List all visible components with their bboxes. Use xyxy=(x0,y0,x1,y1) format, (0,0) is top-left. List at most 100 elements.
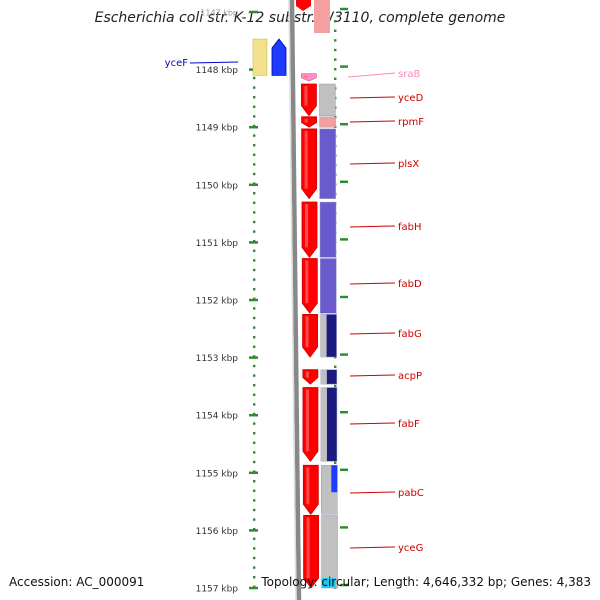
gene-highlight xyxy=(305,260,309,304)
ruler-dot xyxy=(253,441,256,444)
ruler-dot xyxy=(253,336,256,339)
cog-bar-ycef xyxy=(252,38,268,76)
gene-label-yced[interactable]: yceD xyxy=(398,93,424,104)
gene-labels: sraB yceD rpmF plsX fabH fabD fabG acpP fabF pabC… xyxy=(165,58,425,554)
gene-leader-line xyxy=(347,72,396,78)
gene-label-fabg[interactable]: fabG xyxy=(398,329,422,340)
ruler-dot xyxy=(334,384,337,388)
gene-label-fabd[interactable]: fabD xyxy=(398,279,422,290)
gene-label-plsx[interactable]: plsX xyxy=(398,159,419,170)
gene-arrow-srab[interactable] xyxy=(300,73,317,82)
accession-label: Accession: AC_000091 xyxy=(9,575,145,589)
ruler-dot xyxy=(334,29,337,32)
ruler-dot xyxy=(253,518,256,521)
ruler-dot xyxy=(253,115,256,118)
gene-arrow-plsx[interactable] xyxy=(301,128,318,200)
ruler-dot xyxy=(334,48,337,52)
ruler-dot xyxy=(253,163,256,166)
gene-leader-line xyxy=(189,61,239,64)
gene-label-fabh[interactable]: fabH xyxy=(398,222,422,233)
gene-leader-line xyxy=(349,422,396,425)
gene-label-rpmf[interactable]: rpmF xyxy=(398,117,424,128)
gene-label-yceg[interactable]: yceG xyxy=(398,543,423,554)
ruler-dot xyxy=(253,105,256,108)
gene-label-srab[interactable]: sraB xyxy=(398,69,420,80)
ruler-tick-label: 1152 kbp xyxy=(196,297,239,307)
gene-arrow-ycef[interactable] xyxy=(271,38,287,76)
gene-arrow-fabd[interactable] xyxy=(301,258,318,314)
gene-highlight xyxy=(305,371,309,378)
ruler-tick-label: 1157 kbp xyxy=(196,585,239,595)
ruler-dot xyxy=(334,68,337,71)
gene-arrow-fabg[interactable] xyxy=(302,313,318,358)
ruler-dot xyxy=(253,403,256,406)
ruler-dot xyxy=(253,499,256,502)
ruler-dot xyxy=(253,211,256,214)
gene-highlight xyxy=(305,316,309,348)
ruler-dot xyxy=(253,326,256,329)
ruler-dot xyxy=(253,268,256,272)
ruler-dot xyxy=(253,288,256,291)
ruler-dot xyxy=(253,201,256,204)
ruler-dot xyxy=(253,393,256,396)
ruler-dot xyxy=(253,86,256,89)
ruler-dot xyxy=(253,220,256,224)
ruler-dot xyxy=(253,547,256,550)
cog-bar-partial xyxy=(314,0,330,33)
gene-leader-line xyxy=(349,162,396,165)
gene-arrow-acpp[interactable] xyxy=(302,369,319,385)
ruler-tick-label: 1155 kbp xyxy=(196,469,239,479)
ruler-dot xyxy=(253,96,256,99)
gene-track xyxy=(252,0,338,589)
ruler-dot xyxy=(253,192,256,195)
gene-label-acpp[interactable]: acpP xyxy=(398,371,422,382)
gene-arrow-fabf[interactable] xyxy=(302,387,319,462)
ruler-dot xyxy=(253,460,256,464)
gene-arrow-pabc[interactable] xyxy=(302,464,319,515)
gene-highlight xyxy=(305,204,309,248)
ruler-dot xyxy=(253,144,256,147)
gene-leader-line xyxy=(349,120,396,123)
cog-bar-split xyxy=(320,387,327,462)
gene-highlight xyxy=(304,86,308,106)
gene-highlight xyxy=(304,118,308,123)
ruler-dot xyxy=(253,316,256,320)
ruler-dot xyxy=(253,384,256,387)
ruler-dot xyxy=(253,307,256,310)
cog-bar-yced xyxy=(319,83,336,116)
ruler-dot xyxy=(253,172,256,176)
cog-bar-fabh xyxy=(319,201,337,258)
gene-highlight xyxy=(306,467,310,505)
ruler-dot xyxy=(253,480,256,483)
ruler-tick-label: 1154 kbp xyxy=(196,412,239,422)
ruler-dot xyxy=(253,278,256,281)
ruler-tick-label: 1148 kbp xyxy=(196,66,239,76)
ruler-dot xyxy=(253,76,256,80)
ruler-dot xyxy=(334,58,337,61)
cog-bar-fabd xyxy=(320,258,337,314)
gene-label-fabf[interactable]: fabF xyxy=(398,419,420,430)
ruler-dot xyxy=(334,77,337,80)
gene-label-pabc[interactable]: pabC xyxy=(398,488,424,499)
gene-arrow-rpmf[interactable] xyxy=(301,116,317,128)
ruler-dot xyxy=(253,364,256,368)
gene-highlight xyxy=(306,517,310,578)
gene-highlight xyxy=(304,75,308,78)
ruler-dot xyxy=(253,422,256,425)
ruler-dot xyxy=(253,489,256,492)
gene-arrow-yced[interactable] xyxy=(301,83,317,117)
ruler-dot xyxy=(253,374,256,377)
topology-label: Topology: circular; Length: 4,646,332 bp… xyxy=(261,575,591,589)
cog-bar-plsx xyxy=(319,128,336,199)
ruler-dot xyxy=(253,259,256,262)
gene-label-ycef[interactable]: yceF xyxy=(165,58,189,69)
ruler-dot xyxy=(334,39,337,42)
ruler-dot xyxy=(253,576,256,579)
ruler-dot xyxy=(253,249,256,252)
gene-arrow-fabh[interactable] xyxy=(301,201,318,259)
ruler-dot xyxy=(253,134,256,137)
ruler-dot xyxy=(253,345,256,348)
ruler-tick-label: 1149 kbp xyxy=(196,124,239,134)
gene-leader-line xyxy=(349,546,396,549)
ruler-tick-label: 1150 kbp xyxy=(196,181,239,191)
